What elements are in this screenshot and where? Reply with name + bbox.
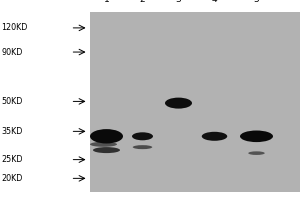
Text: 25KD: 25KD: [2, 155, 23, 164]
Ellipse shape: [202, 132, 227, 141]
Text: 90KD: 90KD: [2, 48, 23, 57]
Ellipse shape: [93, 147, 120, 153]
Text: 5: 5: [254, 0, 260, 4]
Ellipse shape: [90, 142, 117, 147]
Text: 1: 1: [103, 0, 109, 4]
Text: 4: 4: [212, 0, 217, 4]
Ellipse shape: [240, 131, 273, 142]
Text: 120KD: 120KD: [2, 23, 28, 32]
Ellipse shape: [90, 129, 123, 144]
Ellipse shape: [132, 132, 153, 140]
Text: 3: 3: [176, 0, 182, 4]
Ellipse shape: [165, 98, 192, 109]
Ellipse shape: [133, 145, 152, 149]
Ellipse shape: [248, 151, 265, 155]
Text: 20KD: 20KD: [2, 174, 23, 183]
Text: 50KD: 50KD: [2, 97, 23, 106]
Bar: [90, 12, 300, 192]
Text: 35KD: 35KD: [2, 127, 23, 136]
Text: 2: 2: [140, 0, 145, 4]
